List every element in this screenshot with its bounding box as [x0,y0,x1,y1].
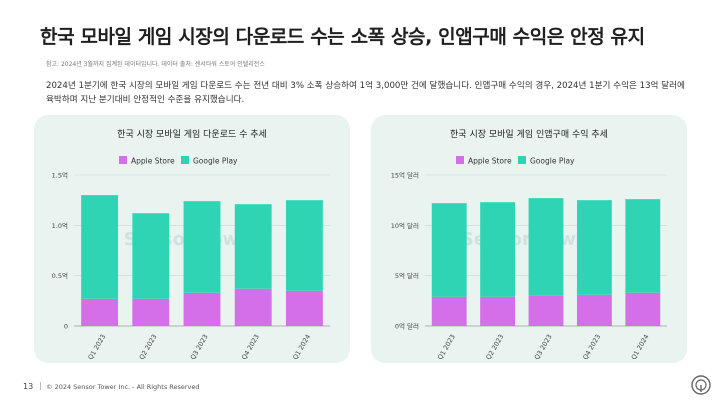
x-tick-label: Q4 2023 [581,333,602,361]
y-tick-label: 0.5억 [52,272,68,280]
bar-apple-store [480,296,516,326]
legend-label-google-play: Google Play [530,157,575,166]
copyright-text: © 2024 Sensor Tower Inc. - All Rights Re… [46,383,200,391]
page-title: 한국 모바일 게임 시장의 다운로드 수는 소폭 상승, 인앱구매 수익은 안정… [40,26,645,48]
source-note: 참고: 2024년 3월까지 집계된 데이터입니다. 데이터 출처: 센서타워 … [46,61,265,68]
page-number: 13 [23,382,34,391]
bar-google-play [576,200,612,295]
bar-apple-store [528,295,564,326]
bar-apple-store [285,290,323,326]
bar-google-play [285,200,323,291]
x-tick-label: Q1 2023 [436,333,457,361]
x-tick-label: Q1 2024 [291,333,312,361]
footer: 13 | © 2024 Sensor Tower Inc. - All Righ… [0,376,720,396]
bar-google-play [81,195,119,299]
bar-apple-store [183,292,221,326]
bar-google-play [480,202,516,297]
y-tick-label: 15억 달러 [391,171,419,180]
x-tick-label: Q1 2023 [86,333,107,361]
bar-google-play [132,213,170,299]
bar-apple-store [234,288,272,326]
x-tick-label: Q2 2023 [138,333,159,361]
legend-swatch-google-play [181,156,189,164]
sensor-tower-logo-icon [691,375,711,395]
description-text: 2024년 1분기에 한국 시장의 모바일 게임 다운로드 수는 전년 대비 3… [46,81,685,105]
y-tick-label: 10억 달러 [391,221,419,230]
x-tick-label: Q3 2023 [189,333,210,361]
bar-google-play [528,198,564,296]
y-tick-label: 0억 달러 [395,322,419,331]
bar-google-play [234,204,272,289]
bar-google-play [183,201,221,293]
legend-label-apple-store: Apple Store [131,157,175,166]
x-tick-label: Q3 2023 [533,333,554,361]
legend-swatch-google-play [518,156,526,164]
y-tick-label: 0 [64,323,68,331]
bar-apple-store [81,298,119,326]
bar-google-play [431,203,467,297]
bar-apple-store [132,298,170,326]
y-tick-label: 1.5억 [52,172,68,180]
chart-title: 한국 시장 모바일 게임 인앱구매 수익 추세 [450,128,608,140]
legend-swatch-apple-store [456,156,464,164]
y-tick-label: 1.0억 [52,222,68,230]
bar-apple-store [625,292,661,326]
x-tick-label: Q2 2023 [484,333,505,361]
y-tick-label: 5억 달러 [395,271,419,280]
x-tick-label: Q1 2024 [630,333,651,361]
legend-label-apple-store: Apple Store [468,157,512,166]
bar-apple-store [431,296,467,326]
bar-google-play [625,199,661,293]
x-tick-label: Q4 2023 [240,333,261,361]
chart-title: 한국 시장 모바일 게임 다운로드 수 추세 [117,128,267,140]
footer-separator: | [39,381,42,390]
legend-swatch-apple-store [119,156,127,164]
bar-apple-store [576,294,612,326]
legend-label-google-play: Google Play [193,157,238,166]
